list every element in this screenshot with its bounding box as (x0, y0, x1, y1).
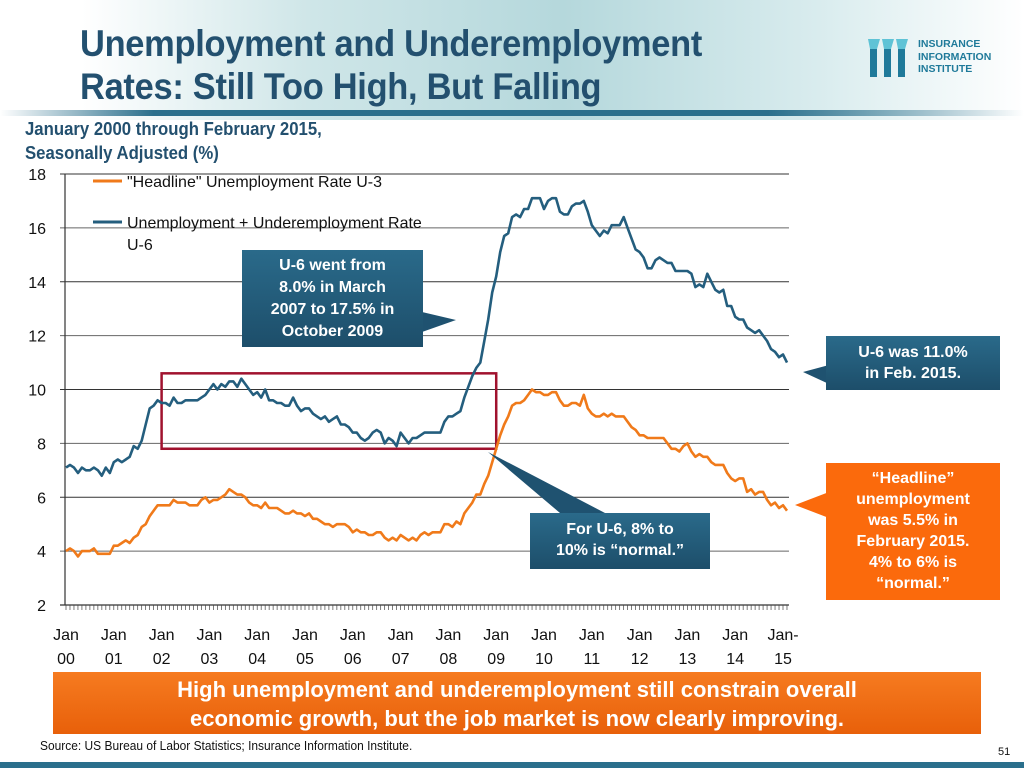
callout-pointers (422, 312, 829, 518)
title-line-1: Unemployment and Underemployment (80, 23, 703, 64)
callout-u6-normal-line: For U-6, 8% to (566, 521, 674, 538)
x-tick-label: Jan (436, 627, 462, 644)
callout-pointer-peak (422, 312, 456, 332)
logo: INSURANCE INFORMATION INSTITUTE (868, 38, 1018, 78)
x-tick-label: Jan (340, 627, 366, 644)
y-tick-label: 2 (37, 598, 46, 615)
page-number: 51 (998, 746, 1011, 758)
x-tick-label: 05 (296, 651, 314, 668)
title-line-2: Rates: Still Too High, But Falling (80, 66, 602, 107)
y-tick-label: 18 (28, 167, 46, 184)
x-tick-label: Jan (197, 627, 223, 644)
callout-u6-peak-line: October 2009 (281, 323, 384, 340)
x-tick-label: 06 (344, 651, 362, 668)
source-note: Source: US Bureau of Labor Statistics; I… (40, 738, 413, 753)
y-tick-label: 12 (28, 329, 46, 346)
x-tick-label: 13 (679, 651, 697, 668)
x-tick-label: Jan (722, 627, 748, 644)
y-tick-label: 14 (28, 275, 46, 292)
x-tick-label: Jan (531, 627, 557, 644)
logo-text: INSURANCE INFORMATION INSTITUTE (918, 38, 991, 76)
callout-u6-peak-line: U-6 went from (279, 257, 386, 274)
callout-u6-peak-line: 2007 to 17.5% in (270, 301, 395, 318)
x-tick-label: 11 (583, 651, 600, 668)
y-tick-label: 10 (28, 383, 46, 400)
x-tick-label: Jan (53, 627, 79, 644)
x-tick-label: 15 (774, 651, 792, 668)
callout-u3-feb2015-line: “Headline” (871, 470, 955, 487)
logo-line-3: INSTITUTE (918, 63, 973, 75)
banner-line-1: High unemployment and underemployment st… (177, 677, 857, 702)
header-divider (0, 110, 1024, 116)
chart-subtitle: January 2000 through February 2015, Seas… (25, 117, 322, 165)
y-tick-label: 8 (37, 436, 46, 453)
x-tick-label: Jan (483, 627, 509, 644)
x-tick-label: Jan (244, 627, 270, 644)
callout-u3-feb2015-line: unemployment (856, 491, 970, 508)
callout-pointer-normal (488, 452, 605, 513)
x-tick-label: Jan (579, 627, 605, 644)
y-tick-label: 4 (37, 544, 46, 561)
subtitle-line-2: Seasonally Adjusted (%) (25, 143, 219, 163)
legend-label-u6-line2: U-6 (127, 237, 153, 254)
x-tick-label: 02 (153, 651, 171, 668)
series-line-u6 (65, 196, 789, 478)
footer-bar (0, 762, 1024, 768)
callout-u6-feb2015-line: U-6 was 11.0% (858, 344, 968, 361)
y-tick-label: 6 (37, 490, 46, 507)
subtitle-line-1: January 2000 through February 2015, (25, 119, 322, 139)
x-tick-label: 03 (201, 651, 219, 668)
callout-u6-normal-line: 10% is “normal.” (555, 542, 685, 559)
callout-u3-feb2015-line: 4% to 6% is (868, 554, 958, 571)
callout-pointer-u3-feb (795, 492, 829, 518)
legend-label-u6-line1: Unemployment + Underemployment Rate (127, 215, 422, 232)
callout-u6-normal: For U-6, 8% to 10% is “normal.” (530, 513, 710, 569)
callout-u6-feb2015: U-6 was 11.0% in Feb. 2015. (826, 336, 1000, 390)
callout-u3-feb2015-line: February 2015. (856, 533, 970, 550)
page-title: Unemployment and Underemployment Rates: … (80, 22, 702, 108)
x-tick-label: 14 (726, 651, 744, 668)
logo-line-2: INFORMATION (918, 50, 992, 63)
x-tick-label: Jan- (767, 627, 798, 644)
x-tick-label: Jan (675, 627, 701, 644)
callout-u6-peak: U-6 went from 8.0% in March 2007 to 17.5… (242, 250, 423, 347)
iii-logo-icon (868, 39, 908, 77)
x-tick-label: 09 (487, 651, 505, 668)
highlight-box-group (160, 372, 498, 451)
x-tick-label: 08 (440, 651, 458, 668)
x-tick-label: Jan (149, 627, 175, 644)
x-tick-label: 12 (631, 651, 649, 668)
banner-line-2: economic growth, but the job market is n… (190, 706, 844, 731)
series-line-u3 (65, 388, 789, 558)
x-tick-label: 07 (392, 651, 410, 668)
highlight-box (160, 372, 498, 451)
callout-u3-feb2015-line: “normal.” (876, 575, 950, 592)
x-tick-label: 01 (105, 651, 123, 668)
callout-u3-feb2015: “Headline” unemployment was 5.5% in Febr… (826, 463, 1000, 600)
x-tick-label: Jan (627, 627, 653, 644)
callout-pointer-u6-feb (803, 365, 829, 384)
x-tick-label: Jan (292, 627, 318, 644)
x-tick-label: Jan (101, 627, 127, 644)
legend: "Headline" Unemployment Rate U-3 Unemplo… (93, 174, 422, 254)
logo-line-1: INSURANCE (918, 38, 981, 50)
callout-u3-feb2015-line: was 5.5% in (868, 512, 958, 529)
x-tick-labels: Jan 00 Jan 01 Jan 02 Jan 03 Jan 04 Jan 05 Jan 06 Jan 07… (53, 627, 798, 668)
callout-u6-peak-line: 8.0% in March (279, 279, 386, 296)
x-tick-label: 00 (57, 651, 75, 668)
header-background (0, 0, 1024, 120)
key-takeaway-banner: High unemployment and underemployment st… (53, 672, 981, 734)
series-lines (65, 196, 789, 558)
x-tick-label: 04 (248, 651, 266, 668)
axes (60, 174, 789, 610)
y-tick-label: 16 (28, 221, 46, 238)
legend-label-u3: "Headline" Unemployment Rate U-3 (127, 174, 382, 191)
callout-u6-feb2015-line: in Feb. 2015. (864, 365, 962, 382)
x-tick-label: 10 (535, 651, 553, 668)
x-tick-label: Jan (388, 627, 414, 644)
y-tick-labels: 2 4 6 8 10 12 14 16 18 (28, 167, 46, 615)
